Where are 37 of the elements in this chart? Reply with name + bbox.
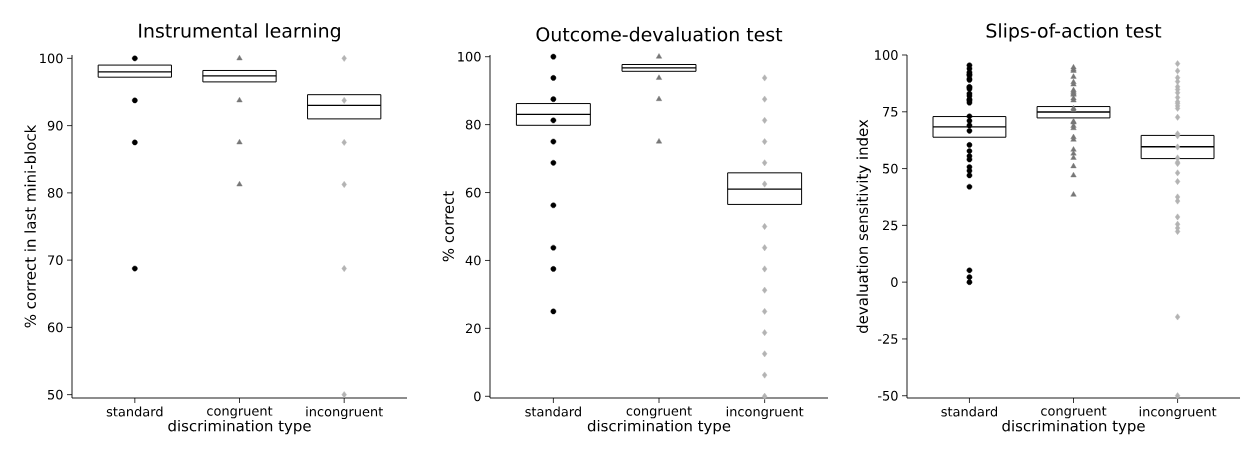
y-tick-label: 60 — [47, 322, 63, 333]
x-tick-label: congruent — [1041, 406, 1107, 419]
y-tick-label: 75 — [883, 106, 898, 117]
y-tick-label: 20 — [465, 323, 481, 334]
chart-title: Instrumental learning — [139, 23, 340, 42]
y-tick-label: 100 — [40, 53, 63, 64]
x-tick-label: incongruent — [306, 406, 383, 420]
y-axis-title: devaluation sensitivity index — [856, 119, 871, 333]
x-axis-title: discrimination type — [1002, 419, 1145, 435]
x-tick-label: standard — [106, 406, 163, 417]
x-tick-label: congruent — [626, 406, 692, 419]
y-tick-label: 40 — [465, 255, 481, 266]
y-tick-label: 80 — [47, 187, 63, 198]
x-tick-label: standard — [941, 406, 998, 417]
y-tick-label: -25 — [877, 334, 898, 344]
x-tick-label: incongruent — [1139, 406, 1217, 420]
y-tick-label: 50 — [883, 163, 898, 174]
y-tick-label: 100 — [875, 50, 898, 60]
x-axis-title: discrimination type — [587, 419, 731, 435]
y-tick-label: 60 — [465, 187, 481, 198]
y-axis-title: % correct — [442, 191, 454, 262]
y-axis-title: % correct in last mini-block — [24, 124, 36, 328]
chart-title: Outcome-devaluation test — [536, 26, 783, 42]
y-tick-label: 50 — [48, 389, 63, 400]
x-axis-title: discrimination type — [168, 419, 311, 435]
y-tick-label: -50 — [877, 390, 898, 401]
x-tick-label: standard — [525, 406, 581, 417]
y-tick-label: 25 — [882, 220, 898, 231]
y-tick-label: 80 — [465, 119, 481, 130]
chart-title: Slips-of-action test — [986, 23, 1162, 42]
y-tick-label: 100 — [458, 51, 481, 62]
y-tick-label: 70 — [48, 255, 63, 266]
y-tick-label: 0 — [474, 391, 481, 402]
y-tick-label: 90 — [47, 120, 63, 131]
x-tick-label: congruent — [207, 406, 273, 419]
x-tick-label: incongruent — [726, 406, 804, 420]
y-tick-label: 0 — [891, 277, 898, 288]
